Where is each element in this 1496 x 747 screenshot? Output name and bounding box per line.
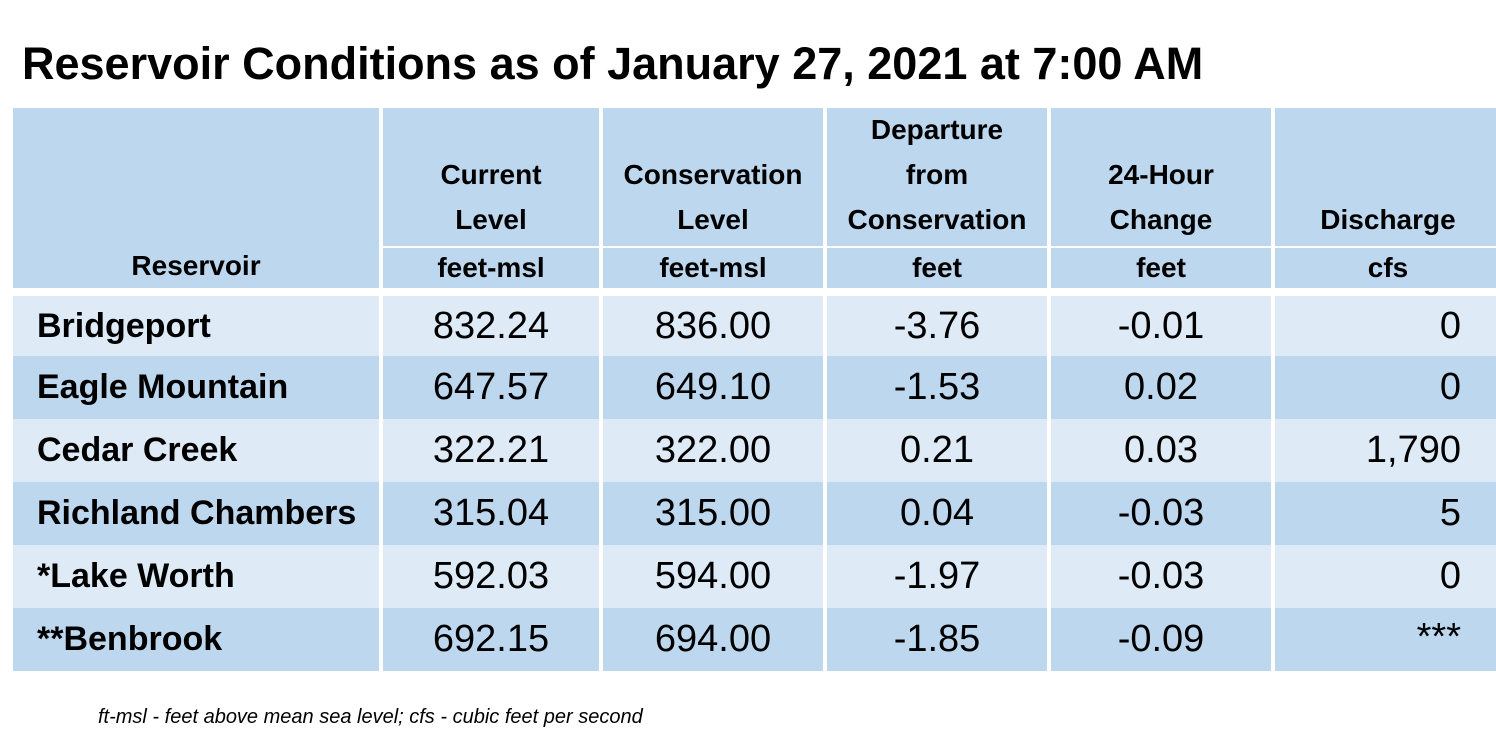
discharge-value: *** — [1275, 608, 1496, 671]
current-level-value: 315.04 — [383, 482, 599, 545]
reservoir-name: Bridgeport — [13, 296, 379, 356]
column-header-conservation-level: Conservation Level — [603, 108, 823, 246]
reservoir-table: Reservoir Current Level Conservation Lev… — [13, 108, 1496, 671]
reservoir-name: Eagle Mountain — [13, 356, 379, 419]
discharge-value: 5 — [1275, 482, 1496, 545]
footnote: ft-msl - feet above mean sea level; cfs … — [98, 706, 643, 728]
header-line: Level — [455, 204, 527, 235]
conservation-level-value: 322.00 — [603, 419, 823, 482]
unit-departure: feet — [827, 246, 1047, 288]
change-value: -0.09 — [1051, 608, 1271, 671]
header-line: Conservation — [623, 159, 803, 190]
divider — [1275, 288, 1496, 296]
header-line: Change — [1109, 204, 1213, 235]
conservation-level-value: 694.00 — [603, 608, 823, 671]
header-line: Discharge — [1320, 204, 1456, 235]
change-value: -0.03 — [1051, 482, 1271, 545]
unit-conservation-level: feet-msl — [603, 246, 823, 288]
column-header-departure: Departure from Conservation — [827, 108, 1047, 246]
conservation-level-value: 594.00 — [603, 545, 823, 608]
unit-current-level: feet-msl — [383, 246, 599, 288]
column-header-current-level: Current Level — [383, 108, 599, 246]
header-line: Departure — [870, 114, 1004, 145]
discharge-value: 0 — [1275, 296, 1496, 356]
header-line: Level — [677, 204, 749, 235]
departure-value: -3.76 — [827, 296, 1047, 356]
change-value: -0.03 — [1051, 545, 1271, 608]
reservoir-name: Richland Chambers — [13, 482, 379, 545]
header-line: 24-Hour — [1108, 159, 1214, 190]
header-line: Conservation — [847, 204, 1027, 235]
divider — [1051, 288, 1271, 296]
conservation-level-value: 649.10 — [603, 356, 823, 419]
current-level-value: 647.57 — [383, 356, 599, 419]
column-header-discharge: Discharge — [1275, 108, 1496, 246]
change-value: -0.01 — [1051, 296, 1271, 356]
departure-value: -1.53 — [827, 356, 1047, 419]
divider — [13, 288, 379, 296]
header-line: Current — [440, 159, 542, 190]
conservation-level-value: 836.00 — [603, 296, 823, 356]
divider — [383, 288, 599, 296]
divider — [603, 288, 823, 296]
current-level-value: 322.21 — [383, 419, 599, 482]
page-title: Reservoir Conditions as of January 27, 2… — [22, 38, 1204, 89]
change-value: 0.02 — [1051, 356, 1271, 419]
divider — [827, 288, 1047, 296]
discharge-value: 0 — [1275, 356, 1496, 419]
departure-value: -1.85 — [827, 608, 1047, 671]
column-header-reservoir: Reservoir — [13, 108, 379, 288]
current-level-value: 692.15 — [383, 608, 599, 671]
reservoir-name: **Benbrook — [13, 608, 379, 671]
unit-discharge: cfs — [1275, 246, 1496, 288]
reservoir-name: *Lake Worth — [13, 545, 379, 608]
unit-24-hour-change: feet — [1051, 246, 1271, 288]
departure-value: 0.21 — [827, 419, 1047, 482]
departure-value: -1.97 — [827, 545, 1047, 608]
column-header-24-hour-change: 24-Hour Change — [1051, 108, 1271, 246]
discharge-value: 1,790 — [1275, 419, 1496, 482]
departure-value: 0.04 — [827, 482, 1047, 545]
conservation-level-value: 315.00 — [603, 482, 823, 545]
discharge-value: 0 — [1275, 545, 1496, 608]
change-value: 0.03 — [1051, 419, 1271, 482]
header-line: from — [905, 159, 969, 190]
current-level-value: 832.24 — [383, 296, 599, 356]
current-level-value: 592.03 — [383, 545, 599, 608]
reservoir-name: Cedar Creek — [13, 419, 379, 482]
